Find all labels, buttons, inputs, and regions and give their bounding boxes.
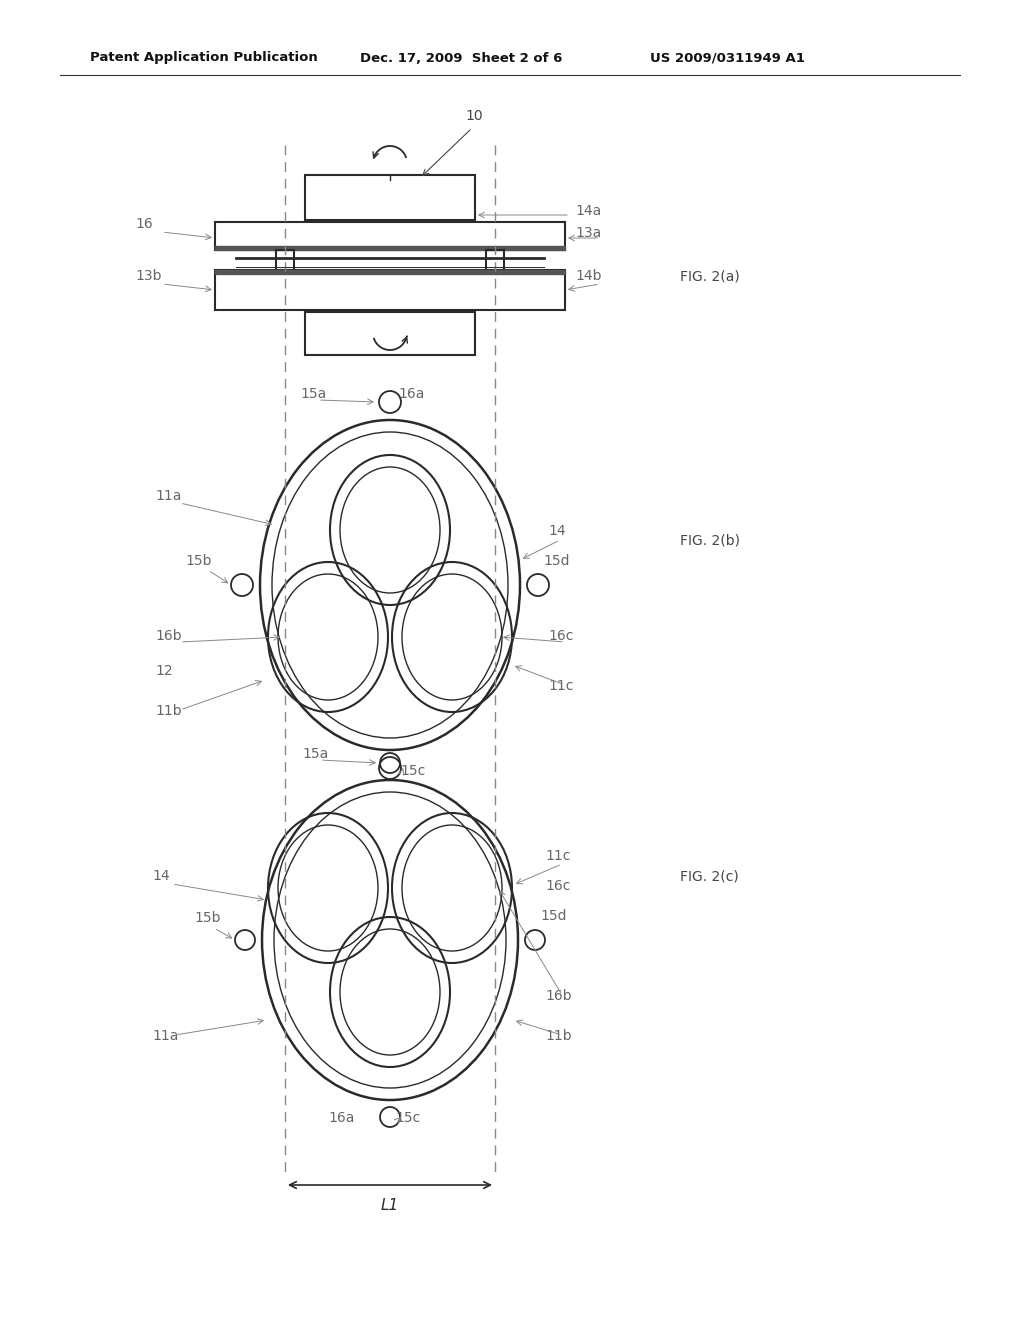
Text: 15a: 15a <box>302 747 329 762</box>
Text: 14a: 14a <box>575 205 601 218</box>
Text: 15c: 15c <box>400 764 425 777</box>
Text: 13a: 13a <box>575 226 601 240</box>
Text: 14b: 14b <box>575 269 601 282</box>
Text: 16c: 16c <box>548 630 573 643</box>
Text: 15b: 15b <box>185 554 212 568</box>
Text: 16: 16 <box>135 216 153 231</box>
Polygon shape <box>215 271 565 275</box>
Text: 15b: 15b <box>194 911 220 925</box>
Text: 14: 14 <box>548 524 565 539</box>
Text: Dec. 17, 2009  Sheet 2 of 6: Dec. 17, 2009 Sheet 2 of 6 <box>360 51 562 65</box>
Text: 11c: 11c <box>545 849 570 863</box>
Text: FIG. 2(b): FIG. 2(b) <box>680 535 740 548</box>
Text: 11b: 11b <box>545 1030 571 1043</box>
Text: 15d: 15d <box>540 909 566 923</box>
Text: Patent Application Publication: Patent Application Publication <box>90 51 317 65</box>
Text: 16b: 16b <box>155 630 181 643</box>
Text: 16b: 16b <box>545 989 571 1003</box>
Text: US 2009/0311949 A1: US 2009/0311949 A1 <box>650 51 805 65</box>
Text: 16c: 16c <box>545 879 570 894</box>
Text: 11a: 11a <box>155 488 181 503</box>
Text: 15a: 15a <box>300 387 327 401</box>
Polygon shape <box>215 246 565 249</box>
Text: 15c: 15c <box>395 1111 420 1125</box>
Text: 14: 14 <box>152 869 170 883</box>
Text: L1: L1 <box>381 1197 399 1213</box>
Text: 11a: 11a <box>152 1030 178 1043</box>
Text: 11c: 11c <box>548 678 573 693</box>
Text: FIG. 2(c): FIG. 2(c) <box>680 869 738 883</box>
Text: 15d: 15d <box>543 554 569 568</box>
Text: 16a: 16a <box>328 1111 354 1125</box>
Text: 13b: 13b <box>135 269 162 282</box>
Text: 10: 10 <box>465 110 482 123</box>
Text: 12: 12 <box>155 664 173 678</box>
Text: 11b: 11b <box>155 704 181 718</box>
Text: FIG. 2(a): FIG. 2(a) <box>680 269 739 282</box>
Text: 16a: 16a <box>398 387 424 401</box>
